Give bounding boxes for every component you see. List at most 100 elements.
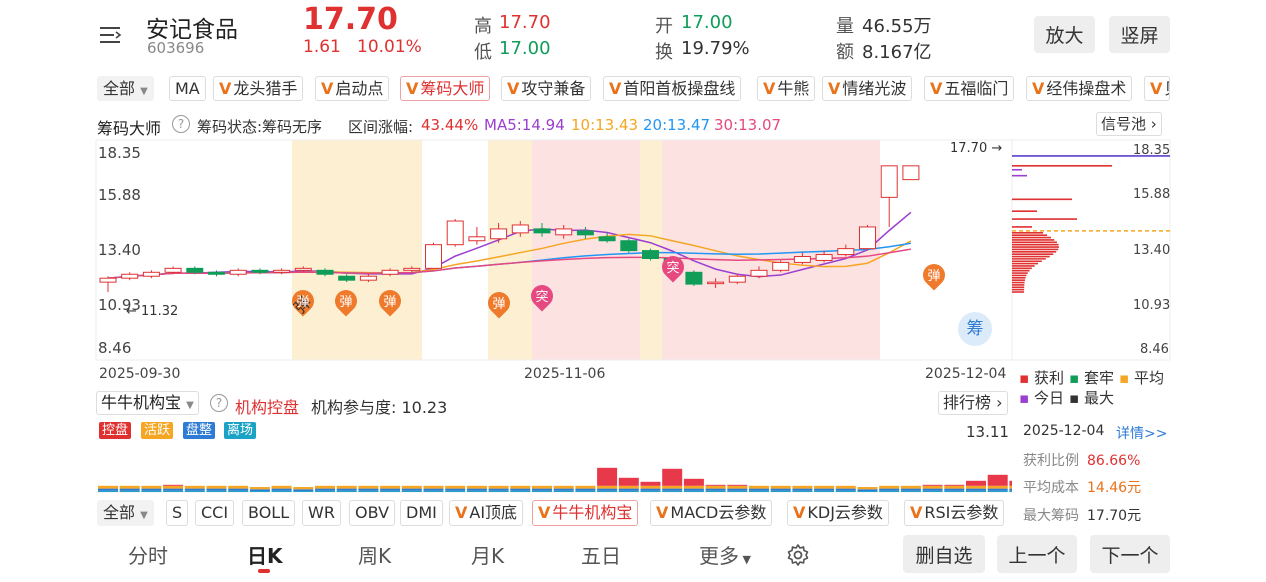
institution-bar-layer [336, 488, 357, 491]
institution-bar-layer [640, 490, 661, 492]
candle-body [598, 236, 616, 242]
sub-indicator-ai[interactable]: V AI顶底 [449, 500, 524, 526]
institution-bar-layer [662, 485, 683, 489]
candle-body [294, 267, 312, 271]
stock-code: 603696 [147, 39, 205, 57]
institution-bar-control [987, 474, 1008, 486]
portrait-button[interactable]: 竖屏 [1109, 16, 1170, 53]
indicator-wufu[interactable]: V 五福临门 [924, 76, 1015, 101]
right-y-tick-5: 8.46 [1140, 342, 1169, 357]
institution-bar-layer [271, 488, 292, 491]
institution-bar-layer [770, 490, 791, 492]
indicator-shouyang[interactable]: V 首阳首板操盘线 [603, 76, 742, 101]
indicator-ma[interactable]: MA [169, 76, 206, 101]
sub-indicator-cci[interactable]: CCI [195, 500, 235, 526]
current-price: 17.70 [303, 2, 398, 37]
candle-body [359, 275, 377, 281]
indicator-longtou[interactable]: V 龙头猎手 [213, 76, 304, 101]
institution-bar-layer [141, 485, 162, 489]
tab-weekly-k[interactable]: 周K [358, 544, 392, 568]
sub-indicator-obv[interactable]: OBV [349, 500, 396, 526]
indicator-qingxu[interactable]: V 情绪光波 [822, 76, 913, 101]
next-stock-button[interactable]: 下一个 [1090, 535, 1170, 573]
institution-bar-layer [987, 488, 1008, 491]
candle-body [576, 230, 594, 236]
candle-body [880, 165, 898, 198]
sub-indicator-dmi[interactable]: DMI [400, 500, 443, 526]
candlestick-chart[interactable] [0, 138, 1266, 388]
institution-bar-layer [293, 489, 314, 492]
institution-bar-layer [987, 490, 1008, 492]
candle-body [164, 267, 182, 273]
tab-intraday[interactable]: 分时 [128, 544, 168, 568]
candle-body [815, 254, 833, 261]
sub-indicator-niuniu[interactable]: V 牛牛机构宝 [532, 500, 639, 526]
indicator-jingwei[interactable]: V 经伟操盘术 [1026, 76, 1133, 101]
institution-bar-layer [900, 488, 921, 491]
candle-body [142, 271, 160, 277]
institution-bar-layer [987, 485, 1008, 489]
institution-bar-layer [163, 490, 184, 492]
indicator-all-dropdown[interactable]: 全部 ▼ [97, 76, 154, 101]
candle-body [555, 228, 573, 236]
candle-body [251, 269, 269, 273]
indicator-gongshou[interactable]: V 攻守兼备 [501, 76, 592, 101]
menu-lines-icon[interactable] [98, 24, 124, 46]
institution-bar-layer [249, 489, 270, 492]
indicator-niuxiong[interactable]: V 牛熊 [757, 76, 816, 101]
institution-bar-layer [857, 489, 878, 492]
institution-bar-layer [206, 488, 227, 491]
rank-button[interactable]: 排行榜 › [938, 391, 1008, 415]
chip-detail-link[interactable]: 详情>> [1116, 426, 1168, 442]
tag-control: 控盘 [99, 422, 132, 439]
institution-bar-layer [792, 488, 813, 491]
help-icon[interactable]: ? [172, 115, 190, 133]
tab-monthly-k[interactable]: 月K [471, 544, 505, 568]
institution-bar-layer [445, 490, 466, 492]
prev-stock-button[interactable]: 上一个 [997, 535, 1077, 573]
sub-indicator-macd[interactable]: V MACD云参数 [650, 500, 773, 526]
legend-today: ▪ 今日 [1019, 389, 1064, 407]
signal-pool-button[interactable]: 信号池 › [1096, 112, 1162, 136]
open-value: 17.00 [681, 12, 733, 33]
tab-daily-k[interactable]: 日K [247, 544, 283, 568]
candle-body [685, 271, 703, 285]
institution-bar-control [705, 484, 726, 486]
candle-body [403, 267, 421, 271]
institution-bar-layer [705, 490, 726, 492]
sub-all-dropdown[interactable]: 全部 ▼ [97, 500, 154, 526]
sub-indicator-kdj[interactable]: V KDJ云参数 [787, 500, 889, 526]
institution-bar-layer [618, 488, 639, 491]
zoom-button[interactable]: 放大 [1034, 16, 1095, 53]
institution-bar-layer [98, 488, 118, 491]
institution-bar-layer [749, 485, 769, 489]
sub-indicator-rsi[interactable]: V RSI云参数 [904, 500, 1005, 526]
institution-bar-layer [228, 485, 249, 489]
institution-bar-layer [315, 488, 335, 491]
tab-more[interactable]: 更多 ▼ [699, 544, 751, 568]
sub-indicator-wr[interactable]: WR [302, 500, 341, 526]
institution-bar-layer [597, 485, 618, 489]
institution-bar-layer [683, 485, 704, 489]
indicator-more[interactable]: V贝 [1144, 76, 1170, 101]
candle-body [620, 240, 638, 252]
remove-watchlist-button[interactable]: 删自选 [903, 535, 985, 573]
settings-gear-icon[interactable] [786, 543, 810, 567]
avg-cost-row: 平均成本 14.46元 [1023, 480, 1142, 496]
tab-five-day[interactable]: 五日 [581, 544, 621, 568]
institution-bar-layer [792, 485, 813, 489]
right-y-tick-3: 13.40 [1133, 243, 1171, 258]
institution-bar-layer [249, 487, 270, 490]
candle-body [229, 269, 247, 275]
institution-bar-layer [814, 485, 835, 489]
sub-help-icon[interactable]: ? [210, 394, 228, 412]
sub-indicator-s[interactable]: S [166, 500, 189, 526]
sub-indicator-boll[interactable]: BOLL [242, 500, 296, 526]
indicator-qidongdian[interactable]: V 启动点 [315, 76, 390, 101]
chip-badge-button[interactable]: 筹 [958, 312, 992, 346]
institution-bar-layer [184, 490, 205, 492]
institution-bar-layer [119, 485, 140, 489]
sub-indicator-selector[interactable]: 牛牛机构宝 ▼ [96, 391, 199, 415]
indicator-choumadashi[interactable]: V 筹码大师 [400, 76, 491, 101]
institution-bar-layer [206, 485, 227, 489]
